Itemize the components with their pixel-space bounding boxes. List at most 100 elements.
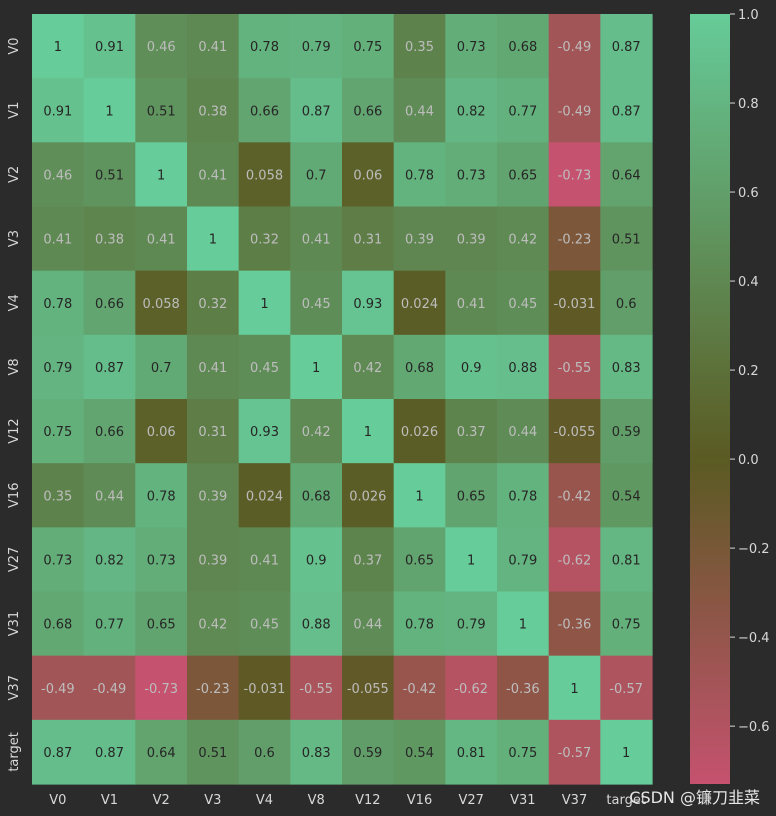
heatmap-cell-V4-V37 xyxy=(548,270,601,336)
heatmap-cell-V8-target xyxy=(600,334,653,400)
cell-label-V16-V3: 0.39 xyxy=(198,489,227,504)
watermark: CSDN @镰刀韭菜 xyxy=(629,788,760,807)
cell-label-V0-target: 0.87 xyxy=(612,40,641,55)
cell-label-V31-V31: 1 xyxy=(519,618,527,633)
cell-label-target-V4: 0.6 xyxy=(254,746,275,761)
heatmap-cell-V4-V0 xyxy=(32,270,85,336)
cell-label-V2-V2: 1 xyxy=(157,168,165,183)
heatmap-cell-V12-V1 xyxy=(83,399,136,464)
cell-label-V4-V27: 0.41 xyxy=(457,297,486,312)
heatmap-cell-V31-V2 xyxy=(135,591,188,657)
heatmap-cell-V37-V2 xyxy=(135,655,188,721)
y-tick-V31: V31 xyxy=(7,611,22,636)
x-tick-target: target xyxy=(606,793,646,808)
heatmap-cell-V1-V16 xyxy=(393,78,446,143)
cell-label-V2-V12: 0.06 xyxy=(353,168,382,183)
y-tick-V27: V27 xyxy=(7,547,22,572)
heatmap-cell-V3-V27 xyxy=(445,206,498,272)
y-tick-V37: V37 xyxy=(7,675,22,700)
cell-label-V31-V3: 0.42 xyxy=(198,618,227,633)
colorbar-tick-label: −0.6 xyxy=(738,720,770,735)
cell-label-V12-V12: 1 xyxy=(364,425,372,440)
heatmap-cell-V27-V2 xyxy=(135,527,188,593)
cell-label-V3-V31: 0.42 xyxy=(508,233,537,248)
heatmap-cell-V31-target xyxy=(600,591,653,657)
cell-label-V8-target: 0.83 xyxy=(612,361,641,376)
cell-label-V3-V12: 0.31 xyxy=(353,233,382,248)
cell-label-V3-V16: 0.39 xyxy=(405,233,434,248)
cell-label-V2-V1: 0.51 xyxy=(95,168,124,183)
heatmap-cell-V37-V0 xyxy=(32,655,85,721)
cell-label-V4-V12: 0.93 xyxy=(353,297,382,312)
x-tick-V1: V1 xyxy=(101,793,118,808)
heatmap-cell-V37-V12 xyxy=(342,655,395,721)
heatmap-cell-V0-V8 xyxy=(290,14,343,79)
heatmap-cell-target-V1 xyxy=(83,719,136,785)
heatmap-cell-V27-V37 xyxy=(548,527,601,593)
heatmap-cell-V16-V16 xyxy=(393,463,446,528)
heatmap-cell-V3-target xyxy=(600,206,653,272)
heatmap-cell-V12-V16 xyxy=(393,399,446,464)
x-tick-labels: V0 V1 V2 V3 V4 V8 V12 V16 V27 V31 V37 target xyxy=(49,793,646,808)
heatmap-cells xyxy=(32,14,653,785)
heatmap-cell-V8-V8 xyxy=(290,334,343,400)
cell-label-V4-V8: 0.45 xyxy=(302,297,331,312)
y-tick-V0: V0 xyxy=(7,37,22,54)
heatmap-cell-target-V0 xyxy=(32,719,85,785)
cell-label-V12-V0: 0.75 xyxy=(43,425,72,440)
cell-label-V3-V0: 0.41 xyxy=(43,233,72,248)
cell-label-V27-V0: 0.73 xyxy=(43,553,72,568)
cell-label-V0-V8: 0.79 xyxy=(302,40,331,55)
cell-label-V31-target: 0.75 xyxy=(612,618,641,633)
cell-label-V0-V1: 0.91 xyxy=(95,40,124,55)
cell-label-V16-V4: 0.024 xyxy=(246,489,283,504)
heatmap-cell-V3-V3 xyxy=(187,206,240,272)
heatmap-cell-V16-target xyxy=(600,463,653,528)
heatmap-cell-target-V27 xyxy=(445,719,498,785)
heatmap-cell-V27-V4 xyxy=(238,527,291,593)
cell-label-V2-V37: -0.73 xyxy=(558,168,592,183)
heatmap-cell-V8-V2 xyxy=(135,334,188,400)
cell-label-V2-V16: 0.78 xyxy=(405,168,434,183)
cell-label-V31-V12: 0.44 xyxy=(353,618,382,633)
colorbar-tick-label: 1.0 xyxy=(738,8,759,23)
heatmap-cell-V3-V16 xyxy=(393,206,446,272)
heatmap-cell-V2-V3 xyxy=(187,142,240,208)
cell-label-V27-V8: 0.9 xyxy=(306,553,327,568)
heatmap-cell-V27-V0 xyxy=(32,527,85,593)
heatmap-cell-V31-V12 xyxy=(342,591,395,657)
cell-label-V27-V12: 0.37 xyxy=(353,553,382,568)
cell-label-V27-V31: 0.79 xyxy=(508,553,537,568)
cell-label-V31-V16: 0.78 xyxy=(405,618,434,633)
heatmap-cell-V8-V1 xyxy=(83,334,136,400)
cell-label-V12-V37: -0.055 xyxy=(554,425,596,440)
heatmap-cell-V27-V3 xyxy=(187,527,240,593)
heatmap-cell-V31-V31 xyxy=(497,591,550,657)
cell-label-V3-V1: 0.38 xyxy=(95,233,124,248)
cell-label-V31-V8: 0.88 xyxy=(302,618,331,633)
heatmap-cell-V0-V1 xyxy=(83,14,136,79)
heatmap-cell-V27-V1 xyxy=(83,527,136,593)
cell-label-V4-target: 0.6 xyxy=(616,297,637,312)
heatmap-cell-V12-V37 xyxy=(548,399,601,464)
cell-label-V1-V4: 0.66 xyxy=(250,104,279,119)
heatmap-cell-V31-V3 xyxy=(187,591,240,657)
heatmap-cell-V37-V27 xyxy=(445,655,498,721)
heatmap-cell-V12-V0 xyxy=(32,399,85,464)
heatmap-cell-V16-V31 xyxy=(497,463,550,528)
heatmap-cell-V27-V31 xyxy=(497,527,550,593)
heatmap-cell-V12-V12 xyxy=(342,399,395,464)
heatmap-cell-V3-V0 xyxy=(32,206,85,272)
cell-label-V0-V3: 0.41 xyxy=(198,40,227,55)
heatmap-cell-V3-V8 xyxy=(290,206,343,272)
cell-label-V37-V1: -0.49 xyxy=(93,682,127,697)
heatmap-cell-V37-V37 xyxy=(548,655,601,721)
cell-label-V27-V1: 0.82 xyxy=(95,553,124,568)
heatmap-cell-V1-target xyxy=(600,78,653,143)
cell-label-V16-V1: 0.44 xyxy=(95,489,124,504)
heatmap-cell-V3-V12 xyxy=(342,206,395,272)
heatmap-cell-V4-V16 xyxy=(393,270,446,336)
cell-label-V0-V16: 0.35 xyxy=(405,40,434,55)
heatmap-cell-V31-V1 xyxy=(83,591,136,657)
heatmap-cell-V27-V8 xyxy=(290,527,343,593)
